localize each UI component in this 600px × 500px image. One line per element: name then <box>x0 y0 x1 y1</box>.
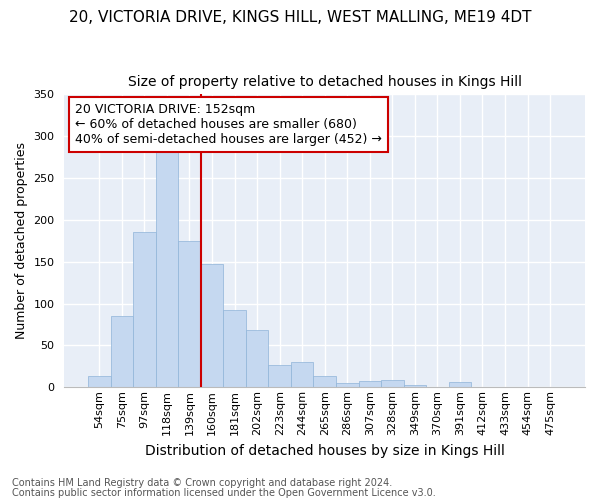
Y-axis label: Number of detached properties: Number of detached properties <box>15 142 28 340</box>
X-axis label: Distribution of detached houses by size in Kings Hill: Distribution of detached houses by size … <box>145 444 505 458</box>
Bar <box>404 385 426 388</box>
Bar <box>359 382 381 388</box>
Text: 20 VICTORIA DRIVE: 152sqm
← 60% of detached houses are smaller (680)
40% of semi: 20 VICTORIA DRIVE: 152sqm ← 60% of detac… <box>75 103 382 146</box>
Text: Contains public sector information licensed under the Open Government Licence v3: Contains public sector information licen… <box>12 488 436 498</box>
Bar <box>313 376 336 388</box>
Bar <box>223 310 246 388</box>
Bar <box>201 264 223 388</box>
Bar <box>178 241 201 388</box>
Bar <box>268 364 291 388</box>
Bar <box>381 380 404 388</box>
Bar <box>110 316 133 388</box>
Bar <box>291 362 313 388</box>
Text: 20, VICTORIA DRIVE, KINGS HILL, WEST MALLING, ME19 4DT: 20, VICTORIA DRIVE, KINGS HILL, WEST MAL… <box>69 10 531 25</box>
Title: Size of property relative to detached houses in Kings Hill: Size of property relative to detached ho… <box>128 75 522 89</box>
Text: Contains HM Land Registry data © Crown copyright and database right 2024.: Contains HM Land Registry data © Crown c… <box>12 478 392 488</box>
Bar <box>155 144 178 388</box>
Bar <box>133 232 155 388</box>
Bar <box>449 382 471 388</box>
Bar <box>246 330 268 388</box>
Bar <box>336 383 359 388</box>
Bar <box>88 376 110 388</box>
